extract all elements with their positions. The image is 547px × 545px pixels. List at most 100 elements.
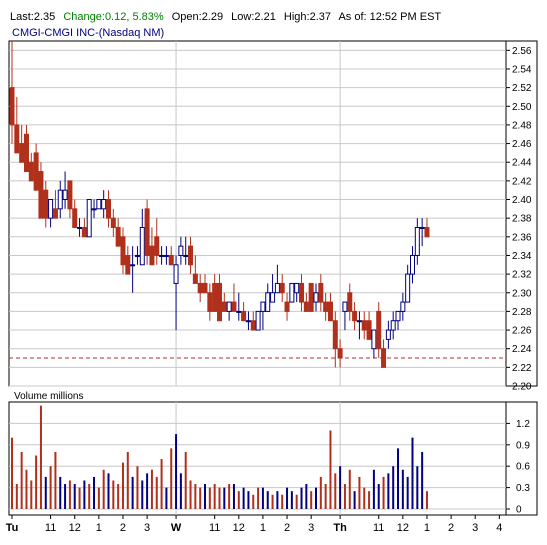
x-tick-label: 11 bbox=[45, 522, 56, 534]
candle-body bbox=[149, 245, 155, 266]
low-value: 2.21 bbox=[254, 11, 275, 23]
price-axis-box bbox=[505, 40, 538, 387]
candle-body bbox=[241, 310, 247, 322]
x-tick-label: Tu bbox=[6, 522, 19, 534]
price-tick-label: 2.28 bbox=[512, 307, 532, 318]
candle-body bbox=[101, 199, 107, 210]
price-tick-label: 2.22 bbox=[512, 363, 532, 374]
candle-body bbox=[134, 254, 140, 257]
candle-body bbox=[57, 189, 63, 210]
candle-body bbox=[385, 329, 391, 340]
x-axis: Tu 11 12 1 2 3 W 11 12 1 2 3 Th 11 12 1 2 3 4 bbox=[6, 515, 502, 534]
candle-body bbox=[168, 254, 174, 266]
candle-body bbox=[207, 292, 213, 312]
candle-body bbox=[67, 180, 73, 210]
candle-body bbox=[188, 245, 194, 266]
x-tick-label: 1 bbox=[424, 522, 430, 534]
volume-tick-label: 0 bbox=[516, 505, 522, 516]
candle-body bbox=[91, 208, 97, 211]
high-value: 2.37 bbox=[310, 11, 331, 23]
candle-body bbox=[130, 264, 136, 267]
candle-body bbox=[154, 236, 160, 256]
chart-subtitle: CMGI-CMGI INC-(Nasdaq NM) bbox=[12, 27, 164, 39]
candle-body bbox=[255, 310, 261, 331]
candle-body bbox=[221, 301, 227, 312]
volume-tick-label: 0.3 bbox=[516, 483, 530, 494]
low-label: Low: bbox=[231, 11, 254, 23]
candle-body bbox=[250, 320, 256, 331]
candle-body bbox=[86, 199, 92, 238]
price-tick-label: 2.44 bbox=[512, 158, 532, 169]
candle-body bbox=[236, 310, 242, 313]
candle-body bbox=[139, 226, 145, 266]
candle-body bbox=[110, 217, 116, 228]
candle-body bbox=[48, 199, 54, 219]
candle-body bbox=[318, 282, 324, 303]
price-tick-label: 2.32 bbox=[512, 270, 532, 281]
candle-body bbox=[381, 348, 387, 368]
x-tick-label: 3 bbox=[472, 522, 478, 534]
candle-body bbox=[265, 292, 271, 312]
volume-axis-box bbox=[505, 401, 538, 516]
candle-body bbox=[366, 320, 372, 340]
candle-body bbox=[332, 320, 338, 350]
candle-body bbox=[52, 208, 58, 219]
candle-body bbox=[400, 301, 406, 312]
x-tick-label: 12 bbox=[69, 522, 81, 534]
candle-body bbox=[303, 301, 309, 312]
candle-body bbox=[72, 208, 78, 228]
x-tick-label: 11 bbox=[373, 522, 384, 534]
candle-body bbox=[216, 282, 222, 322]
candle-body bbox=[106, 199, 112, 219]
x-tick-label: 12 bbox=[233, 522, 245, 534]
candle-body bbox=[260, 301, 266, 312]
candle-body bbox=[327, 301, 333, 322]
x-tick-label: 1 bbox=[96, 522, 102, 534]
candle-body bbox=[342, 301, 348, 312]
x-tick-label: 3 bbox=[308, 522, 314, 534]
change-value: 0.12, 5.83% bbox=[105, 11, 164, 23]
candle-body bbox=[173, 264, 179, 284]
volume-tick-label: 0.6 bbox=[516, 462, 530, 473]
candle-body bbox=[419, 226, 425, 229]
x-tick-label: 4 bbox=[496, 522, 502, 534]
change-label: Change: bbox=[63, 11, 105, 23]
candle-body bbox=[77, 226, 83, 229]
candle-body bbox=[125, 254, 131, 275]
candle-body bbox=[347, 292, 353, 312]
open-value: 2.29 bbox=[202, 11, 223, 23]
candle-body bbox=[284, 301, 290, 312]
price-tick-label: 2.26 bbox=[512, 326, 532, 337]
price-frame bbox=[8, 40, 507, 387]
price-tick-label: 2.42 bbox=[512, 176, 532, 187]
candle-body bbox=[323, 301, 329, 312]
candle-body bbox=[226, 301, 232, 312]
candle-body bbox=[371, 329, 377, 350]
candle-body bbox=[43, 189, 49, 219]
price-tick-label: 2.50 bbox=[512, 102, 532, 113]
asof-label: As of: bbox=[338, 11, 366, 23]
volume-title: Volume millions bbox=[14, 391, 83, 402]
candle-body bbox=[96, 199, 102, 210]
x-tick-label: W bbox=[171, 522, 182, 534]
price-tick-label: 2.36 bbox=[512, 232, 532, 243]
x-tick-label: 2 bbox=[284, 522, 290, 534]
candle-body bbox=[424, 226, 430, 238]
candle-body bbox=[308, 282, 314, 312]
price-tick-label: 2.56 bbox=[512, 46, 532, 57]
candle-body bbox=[313, 292, 319, 303]
quote-header: Last:2.35 Change:0.12, 5.83% Open:2.29 L… bbox=[10, 11, 441, 23]
candle-body bbox=[19, 143, 25, 163]
price-tick-label: 2.54 bbox=[512, 64, 532, 75]
candle-body bbox=[81, 226, 87, 238]
candle-body bbox=[270, 292, 276, 303]
candle-body bbox=[390, 320, 396, 331]
candle-body bbox=[183, 254, 189, 257]
high-label: High: bbox=[284, 11, 310, 23]
x-tick-label: 12 bbox=[397, 522, 409, 534]
candle-body bbox=[197, 282, 203, 294]
candle-body bbox=[28, 161, 34, 182]
candle-body bbox=[192, 273, 198, 284]
candle-body bbox=[62, 189, 68, 201]
